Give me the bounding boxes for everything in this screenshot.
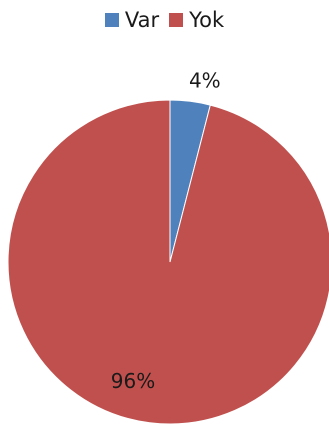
legend-label-yok: Yok	[189, 8, 225, 32]
legend-swatch-var	[104, 13, 119, 27]
data-label-var: 4%	[189, 68, 221, 92]
legend-label-var: Var	[124, 8, 160, 32]
data-label-yok: 96%	[111, 369, 155, 393]
legend-item-var: Var	[104, 8, 160, 32]
pie-slice-yok	[7, 99, 329, 425]
legend-item-yok: Yok	[169, 8, 224, 32]
legend-swatch-yok	[169, 13, 184, 27]
legend: Var Yok	[0, 8, 329, 32]
